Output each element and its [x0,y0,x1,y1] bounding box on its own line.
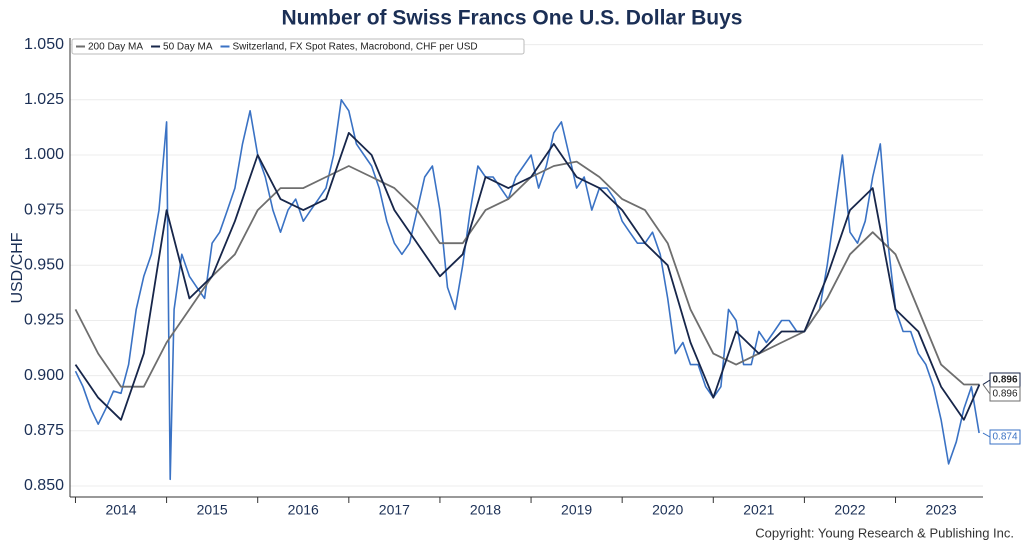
end-label: 0.874 [992,432,1017,443]
series-line [74,99,980,481]
y-axis-label: USD/CHF [9,232,26,303]
legend-label: Switzerland, FX Spot Rates, Macrobond, C… [233,42,478,53]
end-label: 0.896 [992,389,1017,400]
end-connector [982,379,991,385]
x-tick-label: 2020 [652,502,683,518]
x-tick-label: 2022 [834,502,865,518]
y-tick-label: 0.950 [24,257,64,274]
y-tick-label: 0.850 [24,477,64,494]
end-label-box [989,386,1021,402]
y-tick-label: 1.000 [24,146,64,163]
y-tick-label: 0.925 [24,312,64,329]
series-line [74,131,981,421]
y-tick-label: 0.900 [24,367,64,384]
series-line [74,160,980,388]
end-label-box [989,429,1021,445]
legend-label: 200 Day MA [88,42,143,53]
x-tick-label: 2023 [926,502,957,518]
x-tick-label: 2016 [288,502,319,518]
x-tick-label: 2015 [197,502,228,518]
legend-box [71,38,525,55]
end-connector [982,432,991,438]
x-tick-label: 2014 [105,502,136,518]
x-tick-label: 2018 [470,502,501,518]
y-tick-label: 0.975 [24,201,64,218]
x-tick-label: 2021 [743,502,774,518]
y-tick-label: 0.875 [24,422,64,439]
legend-label: 50 Day MA [163,42,213,53]
y-tick-label: 1.050 [24,36,64,53]
end-connector [982,384,991,395]
x-tick-label: 2017 [379,502,410,518]
end-label: 0.896 [992,375,1017,386]
x-tick-label: 2019 [561,502,592,518]
y-tick-label: 1.025 [24,91,64,108]
chart-title: Number of Swiss Francs One U.S. Dollar B… [282,7,743,30]
copyright: Copyright: Young Research & Publishing I… [755,525,1014,540]
